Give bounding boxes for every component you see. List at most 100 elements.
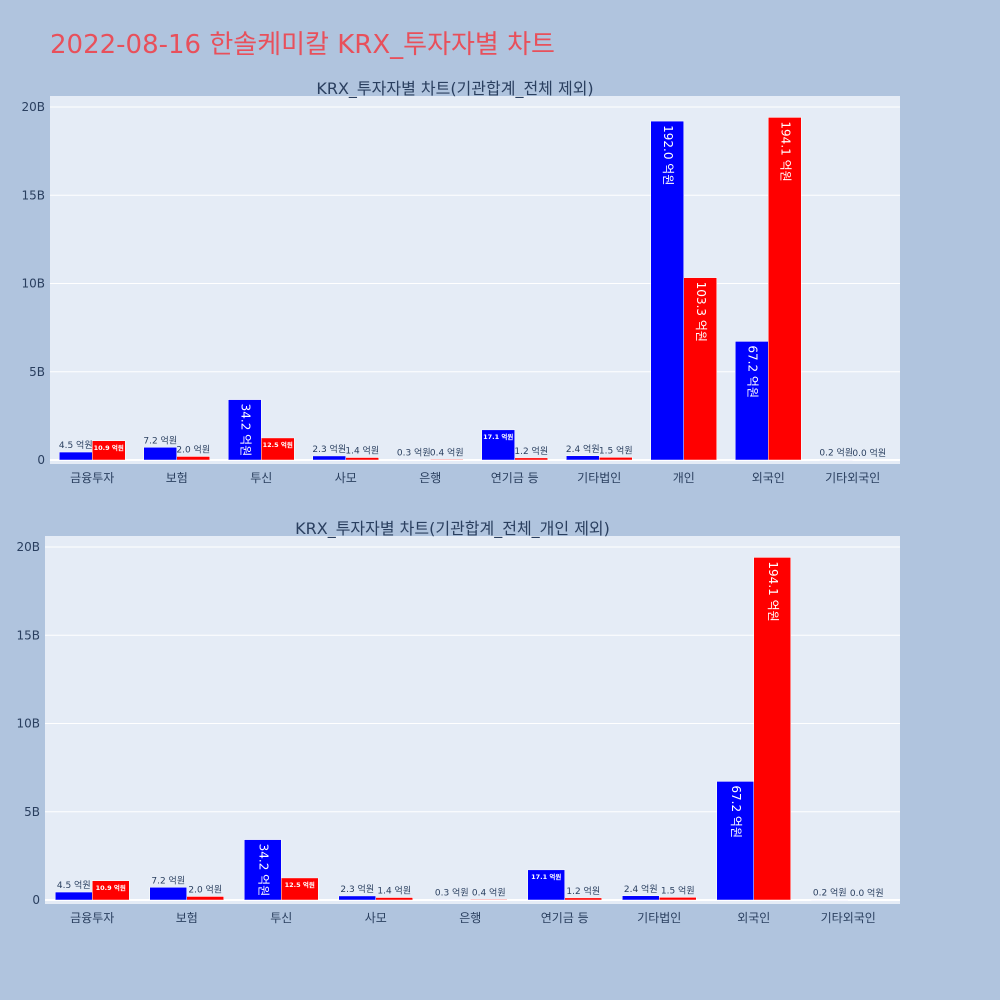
x-tick-label: 사모 — [335, 471, 357, 485]
bar-sell — [281, 877, 319, 901]
chart-bottom: KRX_투자자별 차트(기관합계_전체_개인 제외) 0 5B 10B 15B 20B 금융… — [16, 519, 900, 925]
data-label: 194.1 억원 — [778, 121, 792, 181]
bar-buy — [55, 891, 93, 901]
bar-sell — [514, 457, 548, 461]
x-tick-label: 기타법인 — [637, 911, 681, 925]
x-tick-label: 연기금 등 — [541, 911, 589, 925]
data-label: 12.5 억원 — [285, 880, 315, 889]
bar-sell — [852, 459, 886, 461]
data-label: 1.5 억원 — [661, 884, 695, 896]
bar-sell — [599, 457, 633, 461]
x-tick-label: 투신 — [250, 471, 272, 485]
x-tick-label: 외국인 — [737, 911, 770, 925]
x-tick-label: 개인 — [673, 471, 695, 485]
bar-sell — [375, 897, 413, 901]
data-label: 0.3 억원 — [397, 446, 431, 458]
x-tick-label: 금융투자 — [70, 471, 114, 485]
data-label: 17.1 억원 — [531, 872, 561, 881]
x-tick-label: 외국인 — [752, 471, 785, 485]
chart-title: KRX_투자자별 차트(기관합계_전체 제외) — [316, 79, 593, 99]
bar-sell — [848, 899, 886, 901]
bar-sell — [92, 880, 130, 901]
x-tick-label: 은행 — [419, 470, 441, 485]
data-label: 2.4 억원 — [566, 443, 600, 455]
bar-buy — [397, 459, 431, 461]
data-label: 4.5 억원 — [57, 879, 91, 891]
data-label: 0.2 억원 — [819, 447, 853, 459]
data-label: 17.1 억원 — [483, 432, 513, 441]
y-tick-label: 20B — [16, 540, 40, 554]
bar-buy — [228, 399, 262, 461]
data-label: 34.2 억원 — [238, 404, 252, 457]
bar-buy — [149, 887, 187, 901]
data-label: 2.0 억원 — [176, 443, 210, 455]
bar-sell — [659, 897, 697, 901]
data-label: 0.4 억원 — [472, 886, 506, 898]
bar-sell — [186, 896, 224, 901]
data-label: 1.4 억원 — [377, 885, 411, 897]
y-tick-label: 10B — [21, 277, 45, 291]
data-label: 4.5 억원 — [59, 439, 93, 451]
data-label: 0.0 억원 — [852, 447, 886, 459]
bar-buy — [433, 899, 471, 901]
page-title: 2022-08-16 한솔케미칼 KRX_투자자별 차트 — [50, 30, 555, 60]
bar-buy — [527, 869, 565, 901]
data-label: 67.2 억원 — [745, 345, 759, 398]
data-label: 194.1 억원 — [766, 561, 780, 621]
bar-sell — [564, 897, 602, 901]
y-tick-label: 5B — [29, 365, 45, 379]
bar-buy — [59, 451, 93, 461]
data-label: 0.3 억원 — [435, 886, 469, 898]
bar-sell — [92, 440, 126, 461]
data-label: 7.2 억원 — [143, 434, 177, 446]
data-label: 0.4 억원 — [430, 446, 464, 458]
bar-buy — [811, 899, 849, 901]
data-label: 67.2 억원 — [729, 785, 743, 838]
bar-buy — [650, 120, 684, 461]
data-label: 1.2 억원 — [514, 445, 548, 457]
y-tick-label: 15B — [21, 188, 45, 202]
bar-buy — [338, 895, 376, 901]
x-tick-label: 사모 — [365, 911, 387, 925]
bar-sell — [753, 557, 791, 901]
bar-sell — [176, 456, 210, 461]
x-tick-label: 은행 — [459, 910, 481, 925]
chart-top: KRX_투자자별 차트(기관합계_전체 제외) 0 5B 10B 15B 20B 금융투자 4… — [21, 79, 900, 485]
data-label: 7.2 억원 — [151, 874, 185, 886]
data-label: 1.5 억원 — [599, 444, 633, 456]
bar-buy — [566, 455, 600, 461]
data-label: 10.9 억원 — [94, 443, 124, 452]
x-tick-label: 보험 — [166, 471, 188, 485]
data-label: 2.3 억원 — [340, 883, 374, 895]
x-tick-label: 연기금 등 — [491, 471, 539, 485]
bar-buy — [735, 341, 769, 461]
bar-buy — [481, 429, 515, 461]
y-tick-label: 0 — [32, 893, 40, 907]
bar-buy — [716, 781, 754, 901]
bar-sell — [261, 437, 295, 461]
bar-sell — [683, 277, 717, 461]
y-tick-label: 5B — [24, 805, 40, 819]
data-label: 10.9 억원 — [96, 883, 126, 892]
y-tick-label: 20B — [21, 100, 45, 114]
x-tick-label: 투신 — [270, 911, 292, 925]
data-label: 103.3 억원 — [694, 282, 708, 342]
data-label: 0.2 억원 — [813, 887, 847, 899]
data-label: 34.2 억원 — [256, 844, 270, 897]
data-label: 2.3 억원 — [312, 443, 346, 455]
y-tick-label: 10B — [16, 717, 40, 731]
data-label: 0.0 억원 — [850, 887, 884, 899]
y-tick-label: 0 — [37, 453, 45, 467]
bar-buy — [143, 447, 177, 461]
bar-buy — [312, 455, 346, 461]
y-tick-label: 15B — [16, 628, 40, 642]
bar-buy — [244, 839, 282, 901]
bar-buy — [819, 459, 853, 461]
bar-sell — [430, 459, 464, 461]
data-label: 12.5 억원 — [263, 440, 293, 449]
x-tick-label: 금융투자 — [70, 911, 114, 925]
bar-sell — [345, 457, 379, 461]
data-label: 2.0 억원 — [188, 883, 222, 895]
x-tick-label: 기타외국인 — [825, 471, 880, 485]
data-label: 1.2 억원 — [566, 885, 600, 897]
